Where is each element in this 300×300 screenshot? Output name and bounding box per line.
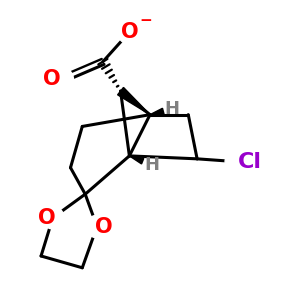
Text: H: H [144, 156, 159, 174]
Text: −: − [139, 13, 152, 28]
Text: O: O [121, 22, 138, 42]
Circle shape [118, 20, 141, 44]
Text: O: O [43, 69, 60, 89]
Circle shape [50, 68, 74, 91]
Polygon shape [129, 156, 144, 164]
Polygon shape [150, 108, 164, 115]
Text: O: O [95, 217, 112, 237]
Circle shape [42, 206, 64, 229]
Circle shape [225, 148, 252, 175]
Polygon shape [118, 87, 150, 115]
Text: Cl: Cl [238, 152, 262, 172]
Text: H: H [165, 100, 180, 118]
Text: O: O [38, 208, 56, 228]
Circle shape [86, 215, 108, 238]
